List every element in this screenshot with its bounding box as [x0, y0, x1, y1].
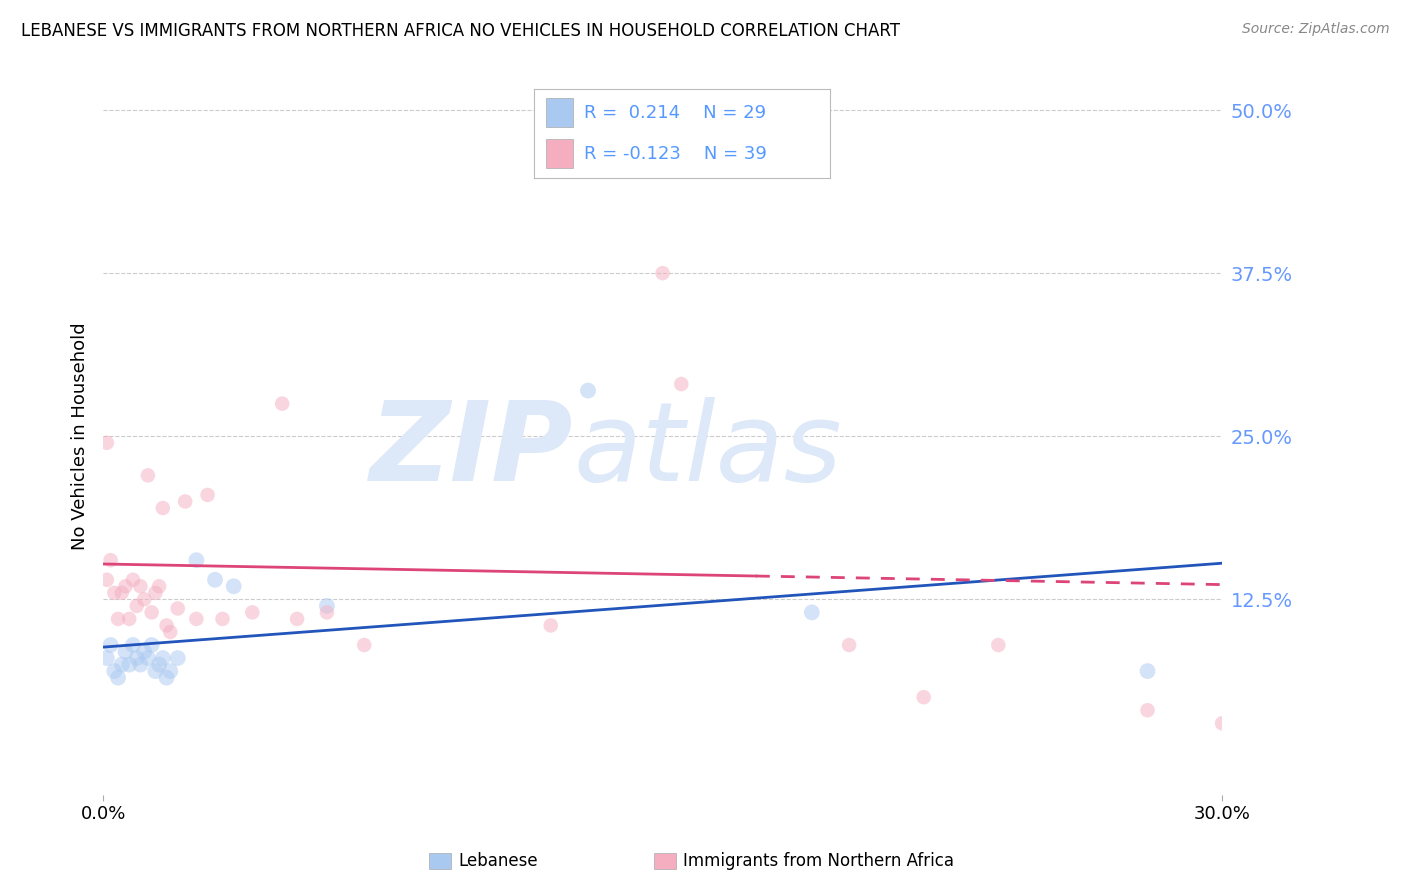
Point	[136, 651, 159, 665]
Point	[271, 397, 294, 411]
Point	[96, 651, 118, 665]
Point	[118, 657, 141, 672]
Point	[353, 638, 375, 652]
Point	[1136, 664, 1159, 678]
Point	[316, 599, 339, 613]
Point	[107, 612, 129, 626]
Text: Source: ZipAtlas.com: Source: ZipAtlas.com	[1241, 22, 1389, 37]
Point	[838, 638, 860, 652]
Point	[125, 599, 148, 613]
Point	[114, 579, 136, 593]
Point	[103, 664, 125, 678]
Point	[197, 488, 219, 502]
Point	[1136, 703, 1159, 717]
Point	[152, 651, 174, 665]
Point	[134, 592, 156, 607]
Point	[141, 606, 163, 620]
Point	[222, 579, 245, 593]
Text: ZIP: ZIP	[370, 397, 574, 504]
Point	[114, 644, 136, 658]
Point	[148, 657, 170, 672]
Point	[204, 573, 226, 587]
Point	[100, 553, 122, 567]
Point	[129, 657, 152, 672]
Point	[143, 586, 166, 600]
FancyBboxPatch shape	[546, 98, 572, 127]
Point	[148, 579, 170, 593]
Point	[103, 586, 125, 600]
Point	[800, 606, 823, 620]
Text: Immigrants from Northern Africa: Immigrants from Northern Africa	[683, 852, 955, 870]
Point	[111, 657, 134, 672]
FancyBboxPatch shape	[546, 139, 572, 168]
Point	[240, 606, 263, 620]
Point	[211, 612, 233, 626]
Point	[186, 553, 208, 567]
Point	[122, 573, 145, 587]
Point	[576, 384, 599, 398]
Text: LEBANESE VS IMMIGRANTS FROM NORTHERN AFRICA NO VEHICLES IN HOUSEHOLD CORRELATION: LEBANESE VS IMMIGRANTS FROM NORTHERN AFR…	[21, 22, 900, 40]
Point	[745, 155, 768, 169]
Point	[100, 638, 122, 652]
Point	[122, 638, 145, 652]
Point	[111, 586, 134, 600]
Point	[129, 579, 152, 593]
Point	[540, 618, 562, 632]
Point	[159, 664, 181, 678]
Text: R = -0.123    N = 39: R = -0.123 N = 39	[585, 145, 768, 163]
Text: atlas: atlas	[574, 397, 842, 504]
Point	[1211, 716, 1233, 731]
Point	[155, 618, 177, 632]
Point	[125, 651, 148, 665]
Point	[143, 664, 166, 678]
Point	[316, 606, 339, 620]
Point	[912, 690, 935, 705]
Point	[186, 612, 208, 626]
Point	[96, 573, 118, 587]
Point	[152, 501, 174, 516]
Point	[118, 612, 141, 626]
Point	[96, 435, 118, 450]
Text: Lebanese: Lebanese	[458, 852, 538, 870]
Point	[987, 638, 1010, 652]
Point	[136, 468, 159, 483]
Point	[159, 624, 181, 639]
Point	[107, 671, 129, 685]
Point	[671, 377, 693, 392]
Point	[155, 671, 177, 685]
Point	[651, 266, 673, 280]
Point	[174, 494, 197, 508]
Point	[141, 638, 163, 652]
Point	[134, 644, 156, 658]
Text: R =  0.214    N = 29: R = 0.214 N = 29	[585, 104, 766, 122]
Point	[285, 612, 308, 626]
Point	[166, 601, 188, 615]
Y-axis label: No Vehicles in Household: No Vehicles in Household	[72, 322, 89, 550]
Point	[166, 651, 188, 665]
